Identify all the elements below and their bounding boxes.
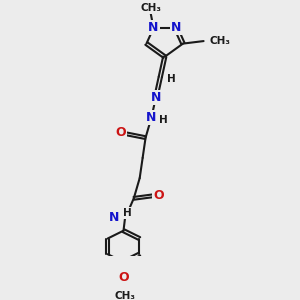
- Text: N: N: [151, 91, 161, 104]
- Text: N: N: [148, 21, 159, 34]
- Text: N: N: [171, 21, 181, 34]
- Text: H: H: [123, 208, 132, 218]
- Text: O: O: [118, 272, 129, 284]
- Text: CH₃: CH₃: [209, 36, 230, 46]
- Text: O: O: [116, 126, 127, 139]
- Text: O: O: [153, 189, 164, 202]
- Text: H: H: [160, 115, 168, 125]
- Text: N: N: [109, 211, 120, 224]
- Text: CH₃: CH₃: [140, 3, 161, 13]
- Text: CH₃: CH₃: [115, 291, 136, 300]
- Text: H: H: [167, 74, 176, 84]
- Text: N: N: [146, 111, 157, 124]
